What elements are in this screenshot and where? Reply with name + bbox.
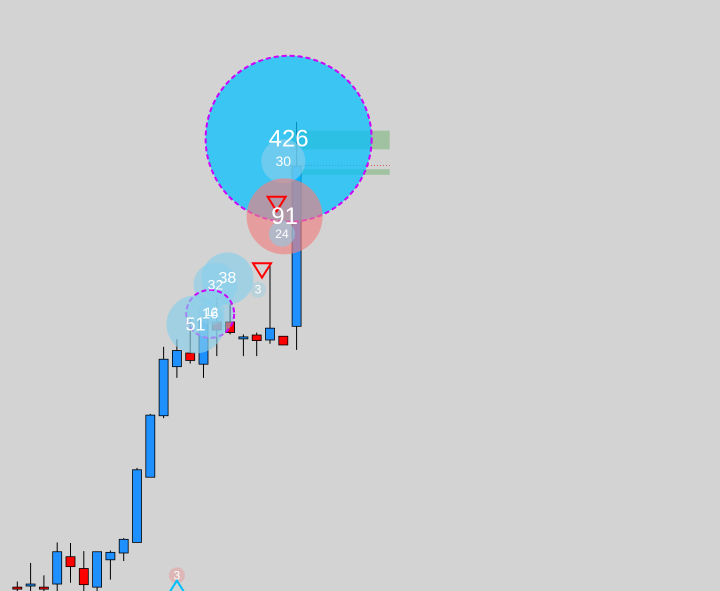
- candle-body-18: [251, 334, 262, 341]
- candle-body-19: [265, 327, 275, 341]
- candle-body-20: [278, 335, 289, 346]
- candle-body-1: [25, 583, 36, 587]
- candle-body-10: [145, 414, 156, 478]
- bubble-10: [168, 567, 185, 584]
- bubble-label-8: 51: [186, 314, 206, 334]
- bubble-label-9: 3: [255, 283, 262, 297]
- candle-body-12: [171, 350, 182, 368]
- bubble-8: [166, 295, 225, 354]
- candle-body-5: [78, 568, 89, 586]
- marker-triangle-up-2: [169, 578, 185, 591]
- candle-body-3: [52, 551, 63, 585]
- candle-body-9: [132, 469, 142, 543]
- bubbles-layer: [166, 54, 373, 584]
- markers-layer: [169, 195, 288, 591]
- candle-body-13: [185, 352, 196, 361]
- marker-triangle-down-0: [265, 195, 288, 214]
- candle-body-4: [65, 556, 76, 568]
- candle-body-7: [105, 551, 116, 561]
- bubble-label-5: 32: [208, 277, 224, 293]
- bubble-label-3: 24: [275, 227, 289, 241]
- candle-body-6: [92, 551, 102, 588]
- candle-body-8: [118, 538, 129, 554]
- bubble-label-1: 30: [276, 153, 292, 169]
- marker-triangle-down-1: [251, 262, 273, 280]
- bubble-label-0: 426: [269, 125, 309, 152]
- bubble-label-10: 3: [174, 568, 181, 582]
- bubble-9: [250, 281, 267, 298]
- bubble-2: [246, 178, 323, 255]
- bubble-label-2: 91: [271, 203, 298, 230]
- candle-body-0: [12, 586, 23, 590]
- candle-body-11: [158, 358, 169, 417]
- bubble-label-4: 38: [219, 270, 237, 287]
- candle-body-2: [39, 586, 49, 590]
- bubble-label-7: 12: [205, 305, 219, 319]
- bubble-1: [261, 139, 306, 184]
- candle-body-17: [238, 336, 249, 340]
- bubble-3: [268, 220, 295, 247]
- bubble-label-6: 16: [202, 305, 219, 322]
